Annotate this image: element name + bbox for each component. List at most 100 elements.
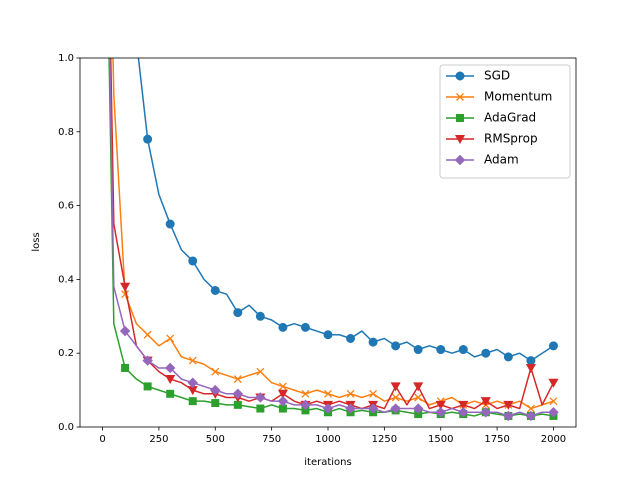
marker <box>322 403 334 414</box>
y-tick-label: 0.0 <box>58 422 74 433</box>
marker <box>166 334 175 343</box>
x-tick-label: 1000 <box>315 434 340 445</box>
y-tick-label: 0.2 <box>58 348 74 359</box>
marker <box>391 393 400 402</box>
marker <box>278 322 288 332</box>
marker <box>277 389 288 399</box>
y-tick-label: 0.4 <box>58 274 74 285</box>
marker <box>278 382 287 391</box>
marker <box>390 403 401 414</box>
marker <box>277 395 289 407</box>
marker <box>256 404 265 413</box>
legend: SGD Momentum AdaGrad RMSprop Adam <box>439 64 571 179</box>
marker <box>458 407 469 418</box>
y-axis-label: loss <box>31 232 42 251</box>
marker <box>549 397 558 406</box>
marker <box>503 410 514 422</box>
marker <box>188 256 198 266</box>
marker <box>458 400 469 410</box>
marker <box>346 389 355 398</box>
x-tick-label: 250 <box>149 434 168 445</box>
marker <box>548 407 559 418</box>
x-tick-label: 1250 <box>372 434 397 445</box>
marker <box>503 352 513 362</box>
x-axis-label: iterations <box>304 457 351 468</box>
marker <box>413 345 423 355</box>
marker <box>480 397 491 407</box>
marker <box>367 403 379 414</box>
marker <box>412 403 424 414</box>
marker <box>345 403 356 414</box>
marker <box>300 322 310 332</box>
marker <box>119 325 131 337</box>
marker <box>210 384 221 396</box>
x-tick-label: 1500 <box>428 434 453 445</box>
x-tick-label: 500 <box>206 434 225 445</box>
marker <box>143 330 152 339</box>
legend-box <box>439 64 571 179</box>
marker <box>187 377 198 388</box>
marker <box>455 71 465 81</box>
plot-area <box>108 58 559 422</box>
marker <box>526 404 535 413</box>
marker <box>166 389 175 398</box>
marker <box>188 356 197 365</box>
marker <box>413 382 424 392</box>
marker <box>481 348 491 358</box>
y-tick-label: 1.0 <box>58 53 74 64</box>
x-tick-label: 0 <box>99 434 105 445</box>
marker <box>210 285 220 295</box>
marker <box>121 363 130 372</box>
marker <box>454 154 466 166</box>
marker <box>232 388 244 399</box>
marker <box>390 382 401 392</box>
x-tick-label: 2000 <box>541 434 566 445</box>
marker <box>526 356 536 366</box>
marker <box>255 311 265 321</box>
marker <box>435 407 446 418</box>
marker <box>143 134 153 144</box>
marker <box>368 337 378 347</box>
legend-label: Momentum <box>484 90 552 104</box>
marker <box>233 308 243 318</box>
marker <box>143 382 152 391</box>
y-tick-label: 0.8 <box>58 127 74 138</box>
marker <box>211 367 220 376</box>
marker <box>164 362 176 374</box>
legend-label: SGD <box>484 69 510 83</box>
marker <box>323 330 333 340</box>
marker <box>120 282 131 292</box>
marker <box>548 341 558 351</box>
marker <box>435 400 446 410</box>
marker <box>256 367 265 376</box>
marker <box>480 407 492 418</box>
y-tick-label: 0.6 <box>58 201 74 212</box>
marker <box>188 397 197 406</box>
marker <box>233 375 242 383</box>
marker <box>255 392 266 403</box>
marker <box>165 375 176 385</box>
marker <box>525 410 537 422</box>
marker <box>324 389 332 398</box>
marker <box>456 114 464 122</box>
marker <box>391 341 401 351</box>
marker <box>456 93 464 101</box>
marker <box>436 345 446 355</box>
marker <box>165 219 175 229</box>
marker <box>142 355 153 366</box>
legend-label: AdaGrad <box>484 111 536 125</box>
marker <box>548 378 559 388</box>
marker <box>369 389 378 398</box>
legend-label: Adam <box>484 153 519 167</box>
marker <box>346 333 356 343</box>
marker <box>300 399 311 411</box>
x-tick-label: 1750 <box>484 434 509 445</box>
x-tick-label: 750 <box>262 434 281 445</box>
marker <box>458 345 468 355</box>
marker <box>414 393 423 402</box>
marker <box>211 399 220 408</box>
marker <box>454 135 466 145</box>
marker <box>301 389 310 398</box>
legend-label: RMSprop <box>484 132 538 146</box>
